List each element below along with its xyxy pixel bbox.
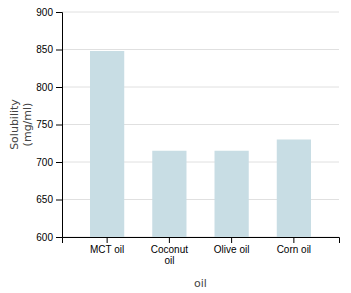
y-tick-mark: [56, 125, 62, 126]
x-tick: MCT oil: [90, 237, 124, 255]
x-axis-title: oil: [194, 277, 207, 290]
grid: [62, 12, 339, 237]
x-tick-mark: [107, 237, 108, 243]
y-tick-label: 900: [36, 7, 53, 18]
x-tick: Coconutoil: [151, 237, 188, 266]
grid-line: [62, 49, 339, 50]
x-tick-label: Coconutoil: [151, 244, 188, 266]
y-tick-mark: [56, 237, 62, 238]
y-tick-mark: [56, 200, 62, 201]
x-tick-mark: [169, 237, 170, 243]
y-tick-label: 850: [36, 44, 53, 55]
x-axis: MCT oil Coconutoil Olive oil Corn oil: [63, 237, 340, 266]
y-tick-mark: [56, 162, 62, 163]
x-tick-mark: [231, 237, 232, 243]
y-tick: 850: [36, 44, 62, 55]
x-tick: Olive oil: [214, 237, 250, 255]
y-axis-line: [56, 13, 63, 238]
y-tick-label: 600: [36, 232, 53, 243]
y-tick: 600: [36, 232, 62, 243]
y-tick: 650: [36, 194, 62, 205]
y-tick: 750: [36, 119, 62, 130]
bar: [90, 51, 124, 237]
y-tick-mark: [56, 87, 62, 88]
x-axis-line: [63, 238, 340, 244]
x-tick-label: Corn oil: [277, 244, 311, 255]
bar: [215, 151, 249, 237]
y-tick-label: 750: [36, 119, 53, 130]
bar: [277, 140, 311, 238]
y-tick-label: 650: [36, 194, 53, 205]
x-tick: Corn oil: [277, 237, 311, 255]
bar: [152, 151, 186, 237]
x-tick-mark: [293, 237, 294, 243]
plot: 600 650 700 750 800 850 900 MCT oil Coconutoil Ol…: [36, 7, 339, 266]
y-tick-mark: [56, 12, 62, 13]
y-tick-mark: [56, 50, 62, 51]
y-tick-label: 800: [36, 82, 53, 93]
y-axis: 600 650 700 750 800 850 900: [36, 7, 62, 243]
y-tick: 900: [36, 7, 62, 18]
y-tick-label: 700: [36, 157, 53, 168]
x-tick-label: Olive oil: [214, 244, 250, 255]
chart: 600 650 700 750 800 850 900 MCT oil Coconutoil Ol…: [0, 0, 351, 293]
grid-line: [62, 12, 339, 13]
y-tick: 800: [36, 82, 62, 93]
x-tick-label: MCT oil: [90, 244, 124, 255]
y-axis-title: Solubility(mg/ml): [8, 99, 34, 150]
bars: [90, 51, 311, 237]
y-tick: 700: [36, 157, 62, 168]
